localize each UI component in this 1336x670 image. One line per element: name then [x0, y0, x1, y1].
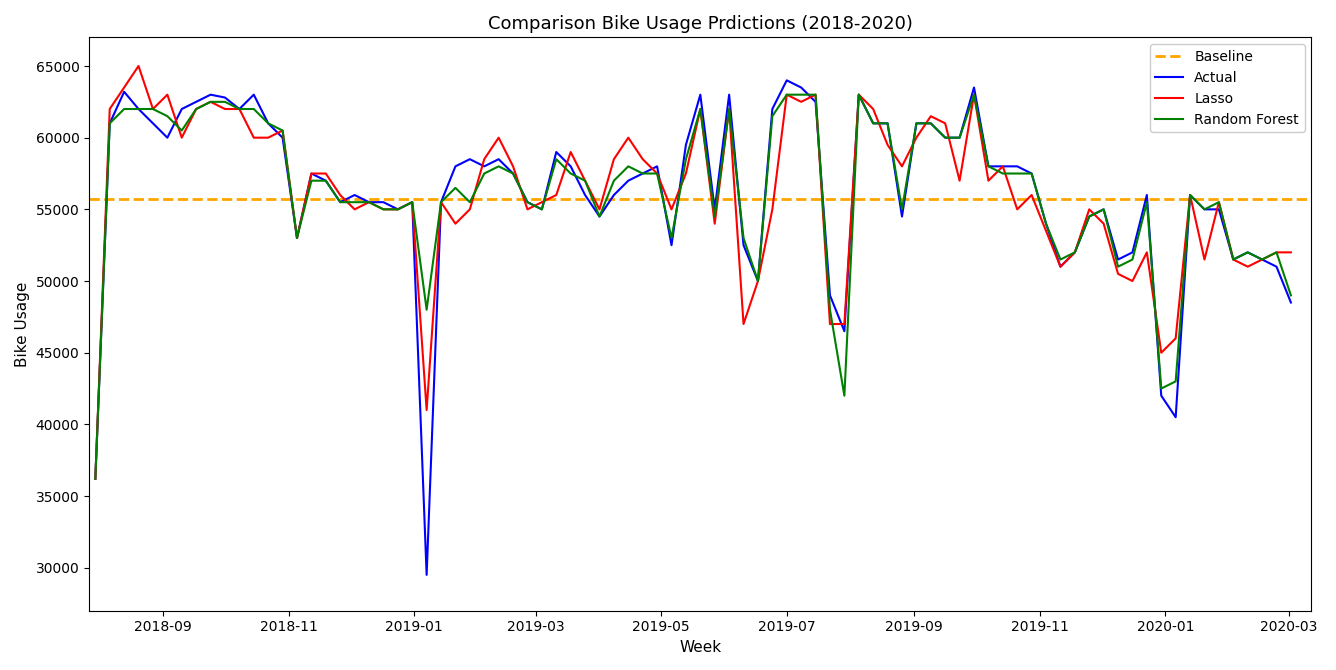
Y-axis label: Bike Usage: Bike Usage	[15, 281, 29, 366]
Title: Comparison Bike Usage Prdictions (2018-2020): Comparison Bike Usage Prdictions (2018-2…	[488, 15, 912, 33]
Legend: Baseline, Actual, Lasso, Random Forest: Baseline, Actual, Lasso, Random Forest	[1150, 44, 1304, 132]
Line: Random Forest: Random Forest	[95, 94, 1291, 479]
X-axis label: Week: Week	[679, 640, 721, 655]
Line: Lasso: Lasso	[95, 66, 1291, 479]
Line: Actual: Actual	[95, 80, 1291, 575]
